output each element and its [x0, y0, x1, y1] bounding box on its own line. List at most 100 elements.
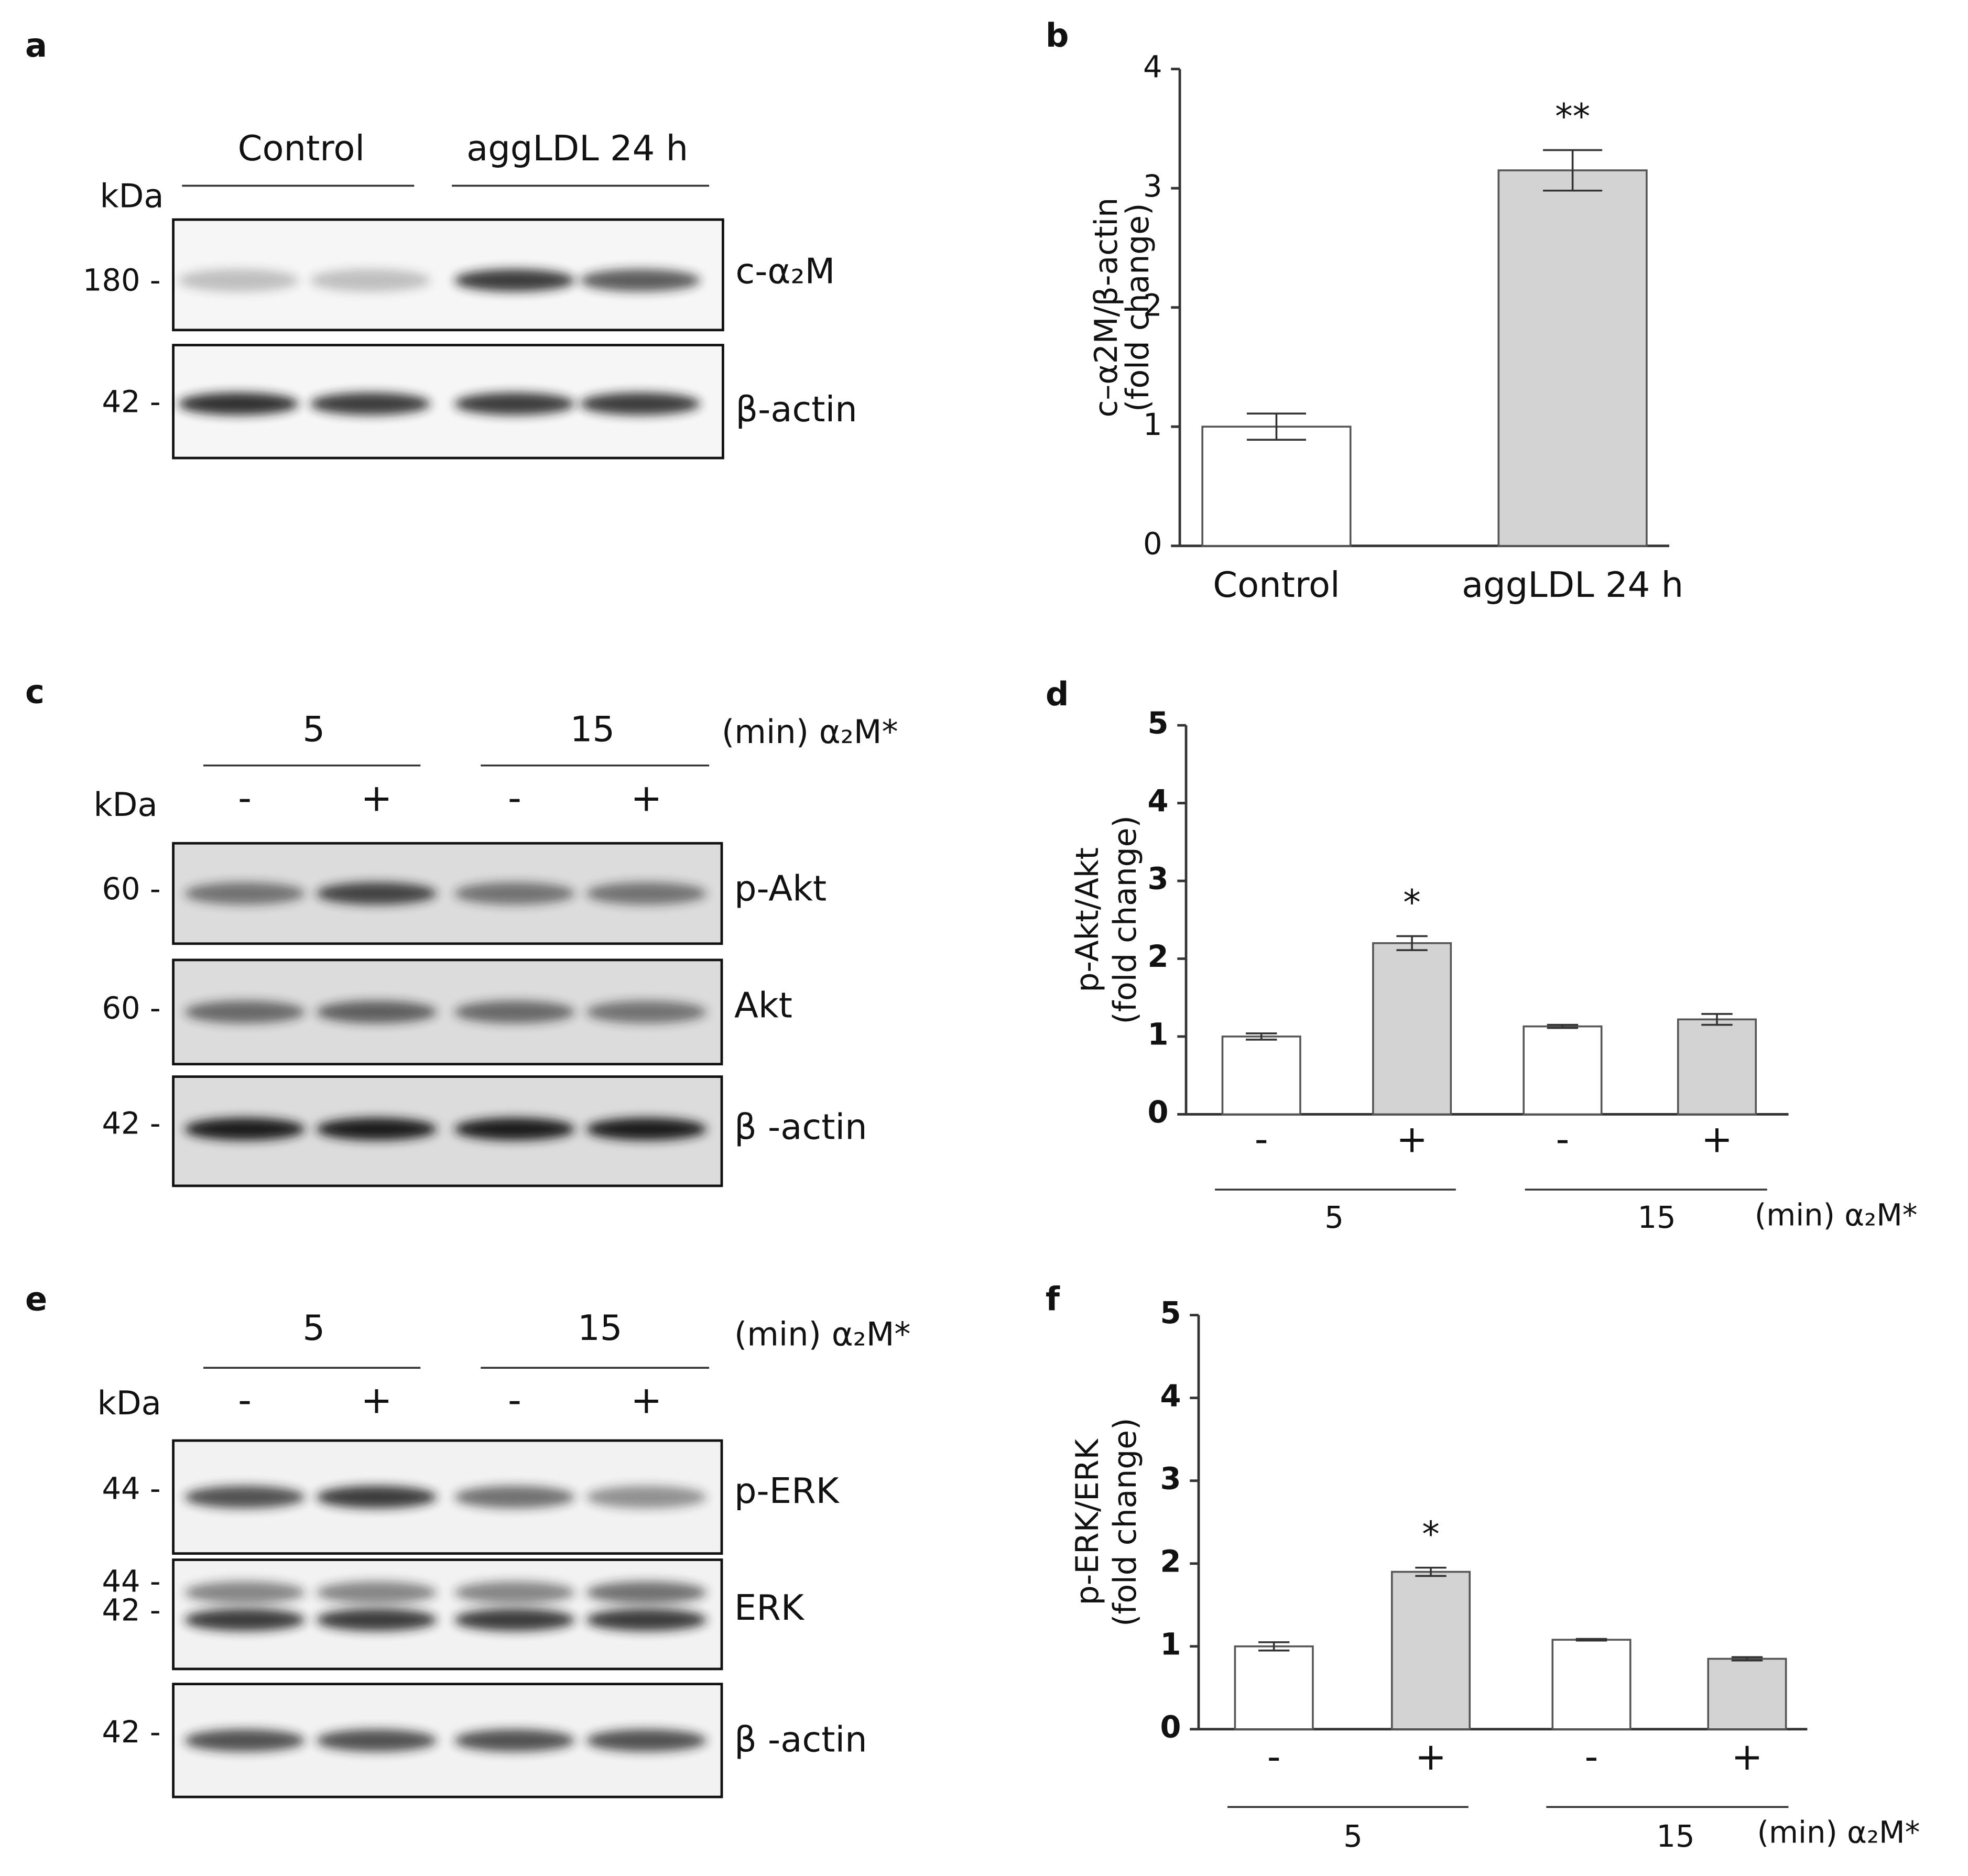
band — [586, 1118, 707, 1141]
error-bar — [1543, 149, 1603, 192]
panel-label: a — [25, 26, 47, 64]
y-tick-label: 2 — [1160, 1544, 1181, 1579]
band — [184, 1608, 305, 1631]
kda-marker: 44 - — [102, 1564, 160, 1599]
band — [184, 1581, 305, 1604]
band — [454, 882, 575, 905]
band — [454, 269, 575, 292]
y-axis-label: c–α2M/β-actin — [1088, 198, 1125, 418]
panel-label: b — [1046, 16, 1069, 54]
band — [586, 1729, 707, 1752]
y-axis-label: (fold change) — [1107, 815, 1144, 1024]
blot-name: β -actin — [734, 1719, 867, 1760]
bar — [1707, 1657, 1787, 1730]
lane-label: + — [361, 776, 392, 820]
error-bar — [1246, 1032, 1277, 1041]
band — [454, 1118, 575, 1141]
group-label: 15 — [570, 709, 615, 750]
band — [586, 1581, 707, 1604]
group-label: 5 — [302, 1307, 325, 1348]
bar — [1372, 942, 1452, 1116]
x-tick-label: + — [1415, 1735, 1447, 1779]
y-tick-label: 0 — [1160, 1709, 1181, 1744]
bar — [1497, 169, 1648, 547]
bar — [1221, 1035, 1301, 1116]
lane-label: - — [508, 776, 521, 820]
significance: * — [1422, 1513, 1440, 1554]
error-bar — [1575, 1638, 1607, 1642]
bar — [1390, 1570, 1471, 1730]
x-tick-label: + — [1731, 1735, 1763, 1779]
group-label: 5 — [302, 709, 325, 750]
error-bar — [1731, 1656, 1763, 1662]
band — [454, 1486, 575, 1509]
blot-name: p-ERK — [734, 1470, 840, 1511]
y-axis-label: (fold change) — [1107, 1418, 1144, 1627]
bar — [1523, 1025, 1603, 1116]
group-suffix: (min) α₂M* — [1755, 1197, 1918, 1233]
band — [316, 1608, 437, 1631]
panel-label: c — [25, 672, 45, 711]
y-axis-label: p-Akt/Akt — [1069, 847, 1106, 992]
band — [316, 1118, 437, 1141]
kda-marker: 42 - — [102, 385, 160, 420]
band — [184, 1729, 305, 1752]
blot-name: c-α₂M — [735, 251, 835, 292]
significance: ** — [1555, 96, 1590, 137]
band — [316, 882, 437, 905]
band — [184, 882, 305, 905]
y-axis-label: (fold change) — [1119, 203, 1156, 412]
band — [184, 1000, 305, 1023]
blot-name: Akt — [734, 985, 792, 1026]
kda-marker: 42 - — [102, 1593, 160, 1628]
y-tick-label: 2 — [1148, 939, 1169, 974]
treatment-label: (min) α₂M* — [734, 1315, 911, 1353]
y-axis-label: p-ERK/ERK — [1069, 1438, 1106, 1605]
group-label: aggLDL 24 h — [466, 128, 688, 169]
blot-name: β-actin — [735, 389, 857, 430]
lane-label: - — [238, 1378, 252, 1422]
kda-marker: 42 - — [102, 1715, 160, 1750]
error-bar — [1246, 412, 1306, 441]
x-tick-label: + — [1396, 1117, 1428, 1161]
group-label: Control — [238, 128, 365, 169]
error-bar — [1547, 1023, 1579, 1029]
kda-marker: 44 - — [102, 1471, 160, 1506]
x-tick-label: - — [1267, 1735, 1281, 1779]
kda-label: kDa — [93, 786, 157, 824]
y-tick-label: 2 — [1143, 288, 1162, 323]
band — [178, 392, 299, 416]
y-tick-label: 3 — [1160, 1461, 1181, 1496]
band — [454, 392, 575, 416]
error-bar — [1415, 1566, 1447, 1577]
y-tick-label: 0 — [1143, 526, 1162, 561]
band — [184, 1118, 305, 1141]
group-label: 15 — [578, 1307, 622, 1348]
group-label: 5 — [1324, 1200, 1344, 1235]
lane-label: - — [238, 776, 252, 820]
lane-label: - — [508, 1378, 521, 1422]
y-tick-label: 5 — [1148, 706, 1169, 741]
band — [586, 1608, 707, 1631]
lane-label: + — [630, 776, 662, 820]
y-tick-label: 5 — [1160, 1295, 1181, 1330]
panel-label: d — [1046, 675, 1069, 713]
y-tick-label: 1 — [1148, 1017, 1169, 1052]
band — [586, 1486, 707, 1509]
group-label: 15 — [1656, 1819, 1694, 1854]
treatment-label: (min) α₂M* — [722, 713, 898, 751]
significance: * — [1403, 882, 1421, 923]
kda-marker: 42 - — [102, 1106, 160, 1141]
band — [184, 1486, 305, 1509]
x-tick-label: - — [1585, 1735, 1599, 1779]
band — [454, 1729, 575, 1752]
x-tick-label: aggLDL 24 h — [1462, 564, 1683, 605]
band — [580, 392, 701, 416]
y-tick-label: 3 — [1148, 861, 1169, 897]
band — [586, 882, 707, 905]
blot-name: ERK — [734, 1587, 805, 1628]
band — [316, 1486, 437, 1509]
error-bar — [1701, 1013, 1733, 1026]
